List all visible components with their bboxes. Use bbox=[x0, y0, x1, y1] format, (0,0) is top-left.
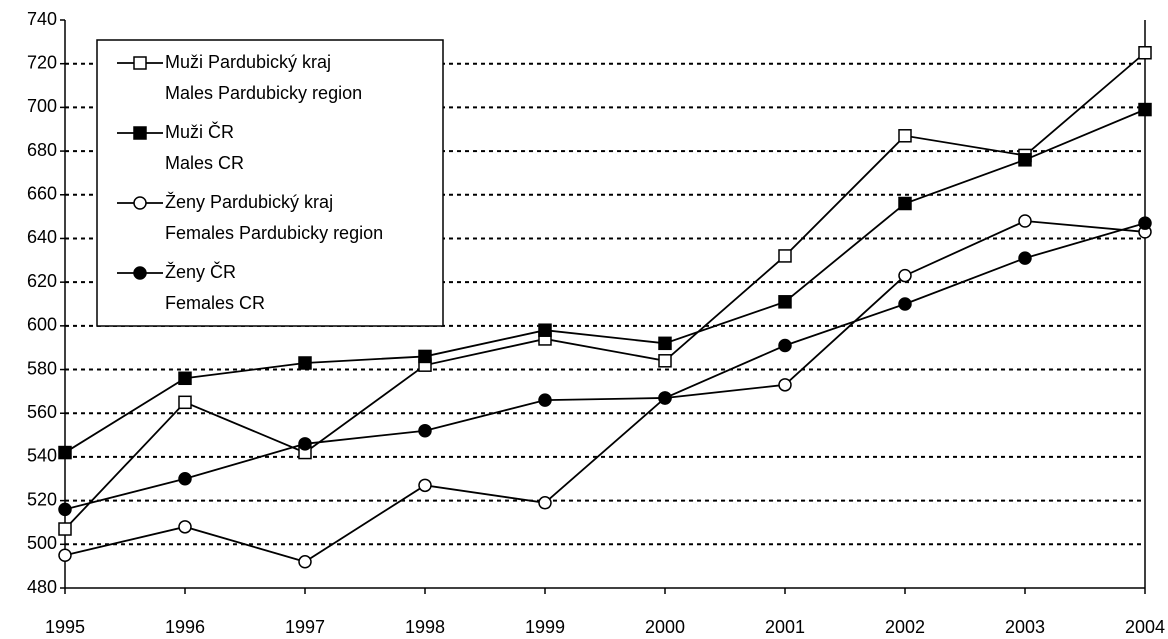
marker bbox=[58, 522, 72, 536]
x-tick-label: 2002 bbox=[885, 617, 925, 637]
marker bbox=[778, 378, 792, 392]
marker bbox=[898, 297, 912, 311]
x-tick-label: 1996 bbox=[165, 617, 205, 637]
marker bbox=[658, 391, 672, 405]
legend-marker bbox=[133, 126, 147, 140]
marker bbox=[58, 548, 72, 562]
y-tick-label: 720 bbox=[27, 52, 57, 72]
y-tick-label: 500 bbox=[27, 533, 57, 553]
legend-label: Muži Pardubický kraj Males Pardubicky re… bbox=[165, 52, 363, 103]
legend-marker bbox=[133, 266, 147, 280]
x-tick-label: 1999 bbox=[525, 617, 565, 637]
legend-item: Muži ČR Males CR bbox=[165, 122, 245, 173]
marker bbox=[58, 502, 72, 517]
marker bbox=[298, 437, 312, 451]
marker bbox=[178, 371, 192, 386]
marker bbox=[58, 445, 72, 460]
marker bbox=[178, 395, 192, 410]
y-tick-label: 740 bbox=[27, 9, 57, 29]
marker bbox=[1018, 251, 1032, 265]
legend-label: Muži ČR Males CR bbox=[165, 122, 245, 173]
legend-item: Muži Pardubický kraj Males Pardubicky re… bbox=[165, 52, 363, 103]
marker bbox=[1138, 46, 1152, 60]
marker bbox=[1018, 153, 1032, 167]
marker bbox=[778, 249, 792, 263]
marker bbox=[658, 354, 672, 368]
legend-marker bbox=[133, 56, 147, 70]
y-tick-label: 600 bbox=[27, 315, 57, 335]
series-line bbox=[64, 222, 1146, 511]
series-line bbox=[64, 108, 1146, 454]
legend-label: Ženy Pardubický kraj Females Pardubicky … bbox=[165, 192, 384, 243]
legend-item: Ženy Pardubický kraj Females Pardubicky … bbox=[165, 192, 384, 243]
legend-label: Ženy ČR Females CR bbox=[165, 262, 266, 313]
marker bbox=[418, 349, 432, 364]
marker bbox=[538, 496, 552, 510]
marker bbox=[778, 338, 792, 353]
y-tick-label: 700 bbox=[27, 96, 57, 116]
x-tick-label: 1998 bbox=[405, 617, 445, 637]
legend-item: Ženy ČR Females CR bbox=[165, 262, 266, 313]
x-tick-label: 2001 bbox=[765, 617, 805, 637]
x-tick-label: 2004 bbox=[1125, 617, 1165, 637]
marker bbox=[898, 268, 912, 283]
legend-marker bbox=[133, 196, 147, 210]
marker bbox=[898, 129, 912, 143]
marker bbox=[418, 423, 432, 438]
x-tick-label: 1997 bbox=[285, 617, 325, 637]
marker bbox=[1018, 214, 1032, 228]
marker bbox=[418, 478, 432, 493]
marker bbox=[538, 323, 552, 337]
marker bbox=[298, 555, 312, 569]
y-tick-label: 680 bbox=[27, 140, 57, 160]
marker bbox=[1138, 102, 1152, 117]
y-tick-label: 540 bbox=[27, 446, 57, 466]
marker bbox=[298, 356, 312, 370]
legend-box bbox=[96, 39, 444, 327]
y-tick-label: 560 bbox=[27, 402, 57, 422]
marker bbox=[178, 520, 192, 534]
y-tick-label: 620 bbox=[27, 271, 57, 291]
marker bbox=[898, 196, 912, 211]
y-tick-label: 480 bbox=[27, 577, 57, 597]
x-tick-label: 2003 bbox=[1005, 617, 1045, 637]
marker bbox=[178, 472, 192, 486]
series-line bbox=[64, 220, 1146, 563]
y-tick-label: 660 bbox=[27, 184, 57, 204]
series-line bbox=[64, 52, 1146, 530]
y-tick-label: 580 bbox=[27, 358, 57, 378]
x-tick-label: 1995 bbox=[45, 617, 85, 637]
marker bbox=[538, 393, 552, 407]
x-tick-label: 2000 bbox=[645, 617, 685, 637]
y-tick-label: 520 bbox=[27, 489, 57, 509]
y-tick-label: 640 bbox=[27, 227, 57, 247]
marker bbox=[1138, 216, 1152, 230]
marker bbox=[658, 336, 672, 351]
marker bbox=[778, 295, 792, 309]
